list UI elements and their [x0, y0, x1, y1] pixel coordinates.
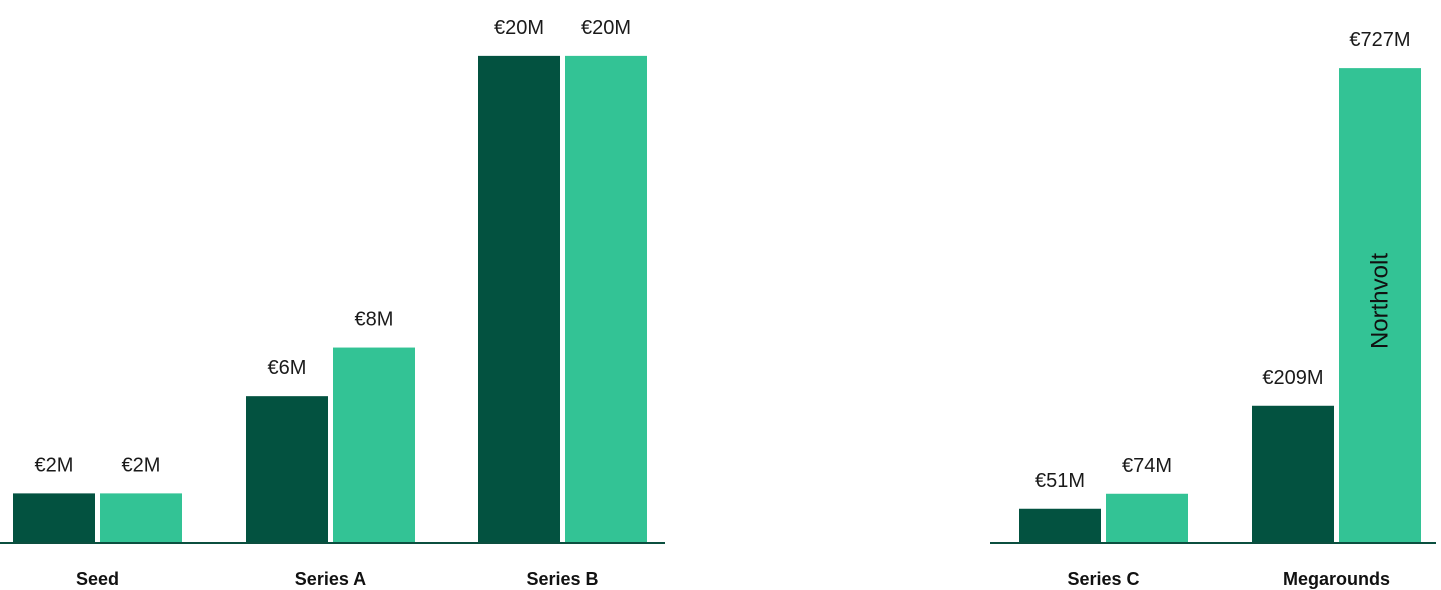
bar-series-c-1 — [1019, 508, 1101, 542]
chart-panel-1: €2M €2M Seed €6M €8M Series A €20M €20M Series B — [0, 17, 665, 589]
category-label-series-a: Series A — [295, 569, 366, 589]
data-label: €2M — [122, 454, 161, 476]
bar-annotation-label: Northvolt — [1367, 253, 1394, 349]
bar-series-b-1 — [478, 55, 560, 542]
data-label: €51M — [1035, 470, 1085, 492]
data-label: €20M — [494, 17, 544, 39]
bar-series-c-2 — [1106, 493, 1188, 542]
bar-megarounds-2 — [1339, 68, 1421, 542]
category-label-seed: Seed — [76, 569, 119, 589]
bar-seed-2 — [100, 493, 182, 542]
bar-megarounds-1 — [1252, 405, 1334, 542]
bar-series-a-2 — [333, 347, 415, 542]
chart-panel-2: €51M €74M Series C €209M €727M Megarounds Nort… — [990, 29, 1436, 589]
category-label-series-b: Series B — [526, 569, 598, 589]
bar-series-b-2 — [565, 55, 647, 542]
data-label: €8M — [355, 309, 394, 331]
data-label: €727M — [1349, 29, 1410, 51]
category-label-megarounds: Megarounds — [1283, 569, 1390, 589]
data-label: €2M — [35, 454, 74, 476]
bar-seed-1 — [13, 493, 95, 542]
bar-series-a-1 — [246, 396, 328, 542]
category-label-series-c: Series C — [1067, 569, 1139, 589]
data-label: €74M — [1122, 455, 1172, 477]
data-label: €20M — [581, 17, 631, 39]
data-label: €209M — [1262, 367, 1323, 389]
data-label: €6M — [268, 357, 307, 379]
